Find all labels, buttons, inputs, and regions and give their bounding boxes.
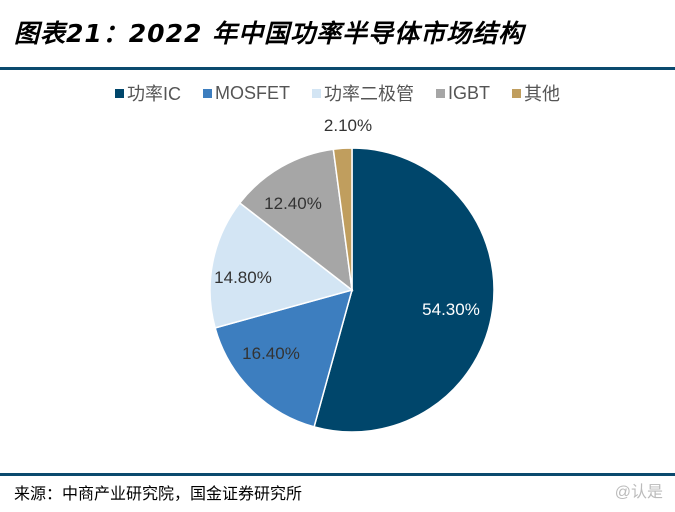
legend-item: 功率二极管 <box>311 80 414 106</box>
pie-slice <box>209 201 354 329</box>
title-divider <box>0 67 675 70</box>
chart-title: 图表21：2022 年中国功率半导体市场结构 <box>14 19 525 48</box>
watermark: @认是 <box>614 484 663 501</box>
pie-slice <box>313 147 495 433</box>
legend: 功率IC MOSFET 功率二极管 IGBT 其他 <box>0 80 675 106</box>
legend-swatch <box>512 88 521 98</box>
footer-divider <box>0 473 675 476</box>
data-label: 12.40% <box>264 194 322 213</box>
pie-slice <box>214 288 354 428</box>
data-label: 16.40% <box>242 344 300 363</box>
legend-item: MOSFET <box>202 80 290 106</box>
data-label: 54.30% <box>422 300 480 319</box>
legend-item: 其他 <box>512 80 560 106</box>
pie-slice <box>238 148 353 292</box>
legend-swatch <box>114 88 124 98</box>
legend-label: 其他 <box>524 84 560 104</box>
legend-label: IGBT <box>447 82 490 103</box>
legend-label: MOSFET <box>214 82 290 103</box>
legend-label: 功率IC <box>126 84 181 104</box>
legend-label: 功率二极管 <box>323 84 414 104</box>
legend-item: IGBT <box>435 80 490 106</box>
data-label: 14.80% <box>214 268 272 287</box>
source-note: 来源：中商产业研究院，国金证券研究所 <box>14 484 303 503</box>
legend-swatch <box>202 88 212 98</box>
data-label: 2.10% <box>324 116 372 135</box>
pie-slice <box>332 147 353 291</box>
legend-item: 功率IC <box>114 80 181 106</box>
legend-swatch <box>311 88 321 98</box>
legend-swatch <box>435 88 445 98</box>
